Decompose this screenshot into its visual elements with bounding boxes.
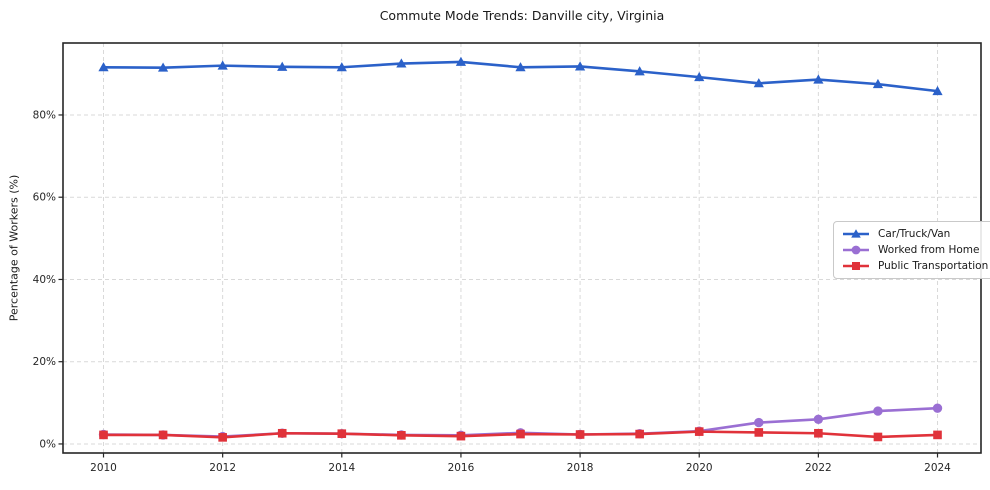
legend-circle-marker-icon bbox=[843, 245, 869, 255]
data-point-car-truck-van bbox=[336, 62, 347, 72]
data-point-worked-from-home bbox=[932, 403, 943, 413]
data-point-worked-from-home bbox=[873, 406, 883, 416]
data-point-public-transportation bbox=[218, 433, 227, 442]
data-point-public-transportation bbox=[456, 431, 466, 441]
data-point-public-transportation bbox=[754, 428, 764, 437]
data-point-car-truck-van bbox=[455, 56, 467, 66]
data-point-public-transportation bbox=[397, 431, 406, 440]
data-point-public-transportation bbox=[99, 430, 108, 440]
y-tick-label: 0% bbox=[39, 438, 56, 450]
data-point-public-transportation bbox=[158, 430, 168, 440]
x-tick-label: 2020 bbox=[686, 462, 713, 474]
data-point-car-truck-van bbox=[932, 85, 943, 96]
data-point-car-truck-van bbox=[753, 78, 764, 88]
legend-label: Public Transportation bbox=[878, 260, 989, 272]
data-point-public-transportation bbox=[635, 429, 644, 439]
triangle-marker-glyph bbox=[851, 229, 861, 238]
data-point-public-transportation bbox=[694, 427, 704, 436]
legend-entry-public-transportation: Public Transportation bbox=[841, 259, 988, 273]
data-point-car-truck-van bbox=[634, 66, 645, 76]
circle-marker-glyph bbox=[851, 245, 861, 255]
data-point-worked-from-home bbox=[813, 414, 824, 424]
y-tick-label: 80% bbox=[33, 109, 56, 121]
legend-entry-worked-from-home: Worked from Home bbox=[841, 243, 988, 257]
x-tick-label: 2016 bbox=[448, 462, 475, 474]
data-point-car-truck-van bbox=[515, 62, 526, 72]
y-tick-label: 40% bbox=[33, 274, 56, 286]
x-tick-label: 2012 bbox=[209, 462, 236, 474]
x-tick-label: 2018 bbox=[567, 462, 594, 474]
legend-label: Worked from Home bbox=[878, 244, 980, 256]
data-point-car-truck-van bbox=[98, 62, 109, 72]
data-point-worked-from-home bbox=[754, 417, 764, 428]
data-point-public-transportation bbox=[933, 430, 942, 440]
data-point-public-transportation bbox=[814, 428, 823, 438]
data-point-public-transportation bbox=[575, 430, 585, 439]
legend-triangle-marker-icon bbox=[843, 229, 869, 238]
x-tick-label: 2014 bbox=[328, 462, 355, 474]
x-tick-label: 2022 bbox=[805, 462, 832, 474]
data-point-car-truck-van bbox=[813, 74, 824, 84]
data-point-public-transportation bbox=[277, 428, 287, 438]
data-point-car-truck-van bbox=[872, 78, 884, 89]
data-point-car-truck-van bbox=[277, 61, 288, 71]
y-tick-label: 60% bbox=[33, 192, 56, 204]
data-point-car-truck-van bbox=[396, 58, 407, 68]
data-point-car-truck-van bbox=[157, 62, 169, 72]
chart-title: Commute Mode Trends: Danville city, Virg… bbox=[379, 8, 665, 23]
x-tick-label: 2010 bbox=[90, 462, 117, 474]
data-point-public-transportation bbox=[873, 432, 883, 442]
legend-entry-car-truck-van: Car/Truck/Van bbox=[841, 227, 988, 241]
data-point-car-truck-van bbox=[217, 60, 228, 70]
square-marker-glyph bbox=[852, 262, 860, 270]
data-point-public-transportation bbox=[516, 429, 525, 439]
y-axis-label: Percentage of Workers (%) bbox=[7, 174, 21, 322]
data-point-car-truck-van bbox=[694, 71, 705, 82]
legend-square-marker-icon bbox=[843, 262, 869, 270]
legend-label: Car/Truck/Van bbox=[878, 228, 951, 240]
x-tick-label: 2024 bbox=[924, 462, 951, 474]
data-point-public-transportation bbox=[337, 429, 347, 438]
y-tick-label: 20% bbox=[33, 356, 56, 368]
data-point-car-truck-van bbox=[574, 61, 586, 71]
legend: Car/Truck/Van Worked from Home Public Tr… bbox=[833, 221, 990, 279]
